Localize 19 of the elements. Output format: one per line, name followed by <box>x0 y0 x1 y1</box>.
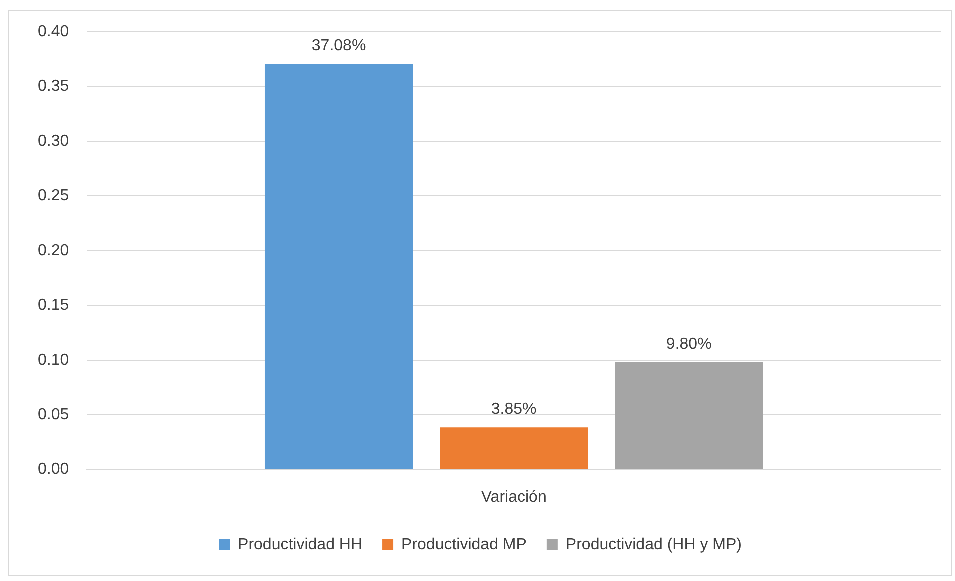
data-label: 3.85% <box>491 401 537 418</box>
y-tick-label: 0.00 <box>38 461 70 478</box>
data-label: 9.80% <box>666 336 712 353</box>
y-tick-label: 0.40 <box>38 23 70 40</box>
y-tick-label: 0.25 <box>38 188 70 205</box>
y-tick-label: 0.15 <box>38 297 70 314</box>
bar <box>615 362 764 470</box>
y-tick-label: 0.20 <box>38 242 70 260</box>
bar <box>264 64 414 470</box>
y-tick-label: 0.35 <box>38 78 70 96</box>
y-tick-label: 0.30 <box>38 132 70 150</box>
legend-label: Productividad MP <box>402 536 527 554</box>
data-label: 37.08% <box>312 37 366 54</box>
legend-label: Productividad HH <box>238 536 363 554</box>
bar <box>440 428 588 470</box>
x-tick-label: Variación <box>481 488 547 506</box>
legend-label: Productividad (HH y MP) <box>566 536 742 554</box>
y-tick-label: 0.05 <box>38 406 70 424</box>
y-tick-label: 0.10 <box>38 352 70 369</box>
